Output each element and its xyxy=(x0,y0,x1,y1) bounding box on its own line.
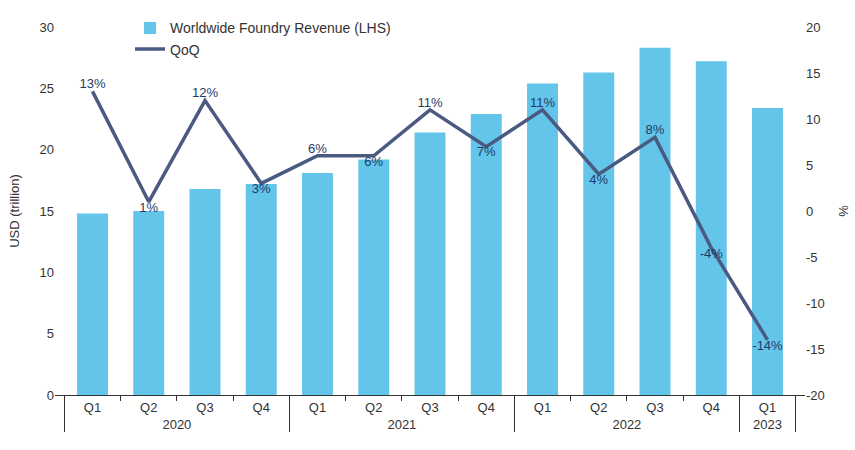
svg-text:2022: 2022 xyxy=(612,417,641,432)
svg-text:11%: 11% xyxy=(530,95,555,110)
svg-text:USD (trillion): USD (trillion) xyxy=(7,174,22,248)
svg-text:-15: -15 xyxy=(806,342,825,357)
svg-text:5: 5 xyxy=(47,326,54,341)
svg-text:3%: 3% xyxy=(252,181,271,196)
svg-text:Q3: Q3 xyxy=(646,400,663,415)
svg-text:2021: 2021 xyxy=(387,417,416,432)
svg-text:%: % xyxy=(836,205,851,217)
svg-text:0: 0 xyxy=(47,388,54,403)
svg-text:6%: 6% xyxy=(308,141,327,156)
svg-text:20: 20 xyxy=(806,20,820,35)
svg-text:10: 10 xyxy=(806,112,820,127)
svg-text:Q1: Q1 xyxy=(534,400,551,415)
svg-text:Q4: Q4 xyxy=(253,400,270,415)
svg-text:2020: 2020 xyxy=(162,417,191,432)
svg-text:Q1: Q1 xyxy=(759,400,776,415)
svg-text:25: 25 xyxy=(40,81,54,96)
svg-text:-5: -5 xyxy=(806,250,818,265)
svg-text:12%: 12% xyxy=(192,85,218,100)
svg-text:8%: 8% xyxy=(646,122,665,137)
svg-text:Q3: Q3 xyxy=(421,400,438,415)
svg-text:15: 15 xyxy=(806,66,820,81)
svg-text:-14%: -14% xyxy=(752,338,783,353)
svg-text:Q2: Q2 xyxy=(590,400,607,415)
svg-text:Worldwide Foundry Revenue (LHS: Worldwide Foundry Revenue (LHS) xyxy=(170,20,391,36)
svg-text:6%: 6% xyxy=(364,154,383,169)
svg-text:1%: 1% xyxy=(139,200,158,215)
svg-text:QoQ: QoQ xyxy=(170,42,200,58)
svg-text:Q4: Q4 xyxy=(478,400,495,415)
svg-text:11%: 11% xyxy=(417,95,442,110)
svg-text:13%: 13% xyxy=(79,76,105,91)
svg-text:Q4: Q4 xyxy=(703,400,720,415)
svg-text:Q3: Q3 xyxy=(196,400,213,415)
svg-text:20: 20 xyxy=(40,142,54,157)
svg-text:-20: -20 xyxy=(806,388,825,403)
svg-text:7%: 7% xyxy=(477,144,496,159)
svg-text:30: 30 xyxy=(40,20,54,35)
svg-text:-4%: -4% xyxy=(700,246,724,261)
svg-text:Q2: Q2 xyxy=(140,400,157,415)
svg-text:0: 0 xyxy=(806,204,813,219)
svg-text:15: 15 xyxy=(40,204,54,219)
svg-text:10: 10 xyxy=(40,265,54,280)
svg-text:Q1: Q1 xyxy=(309,400,326,415)
svg-text:Q2: Q2 xyxy=(365,400,382,415)
svg-text:-10: -10 xyxy=(806,296,825,311)
svg-text:Q1: Q1 xyxy=(84,400,101,415)
svg-text:2023: 2023 xyxy=(753,417,782,432)
svg-text:5: 5 xyxy=(806,158,813,173)
svg-text:4%: 4% xyxy=(589,172,608,187)
